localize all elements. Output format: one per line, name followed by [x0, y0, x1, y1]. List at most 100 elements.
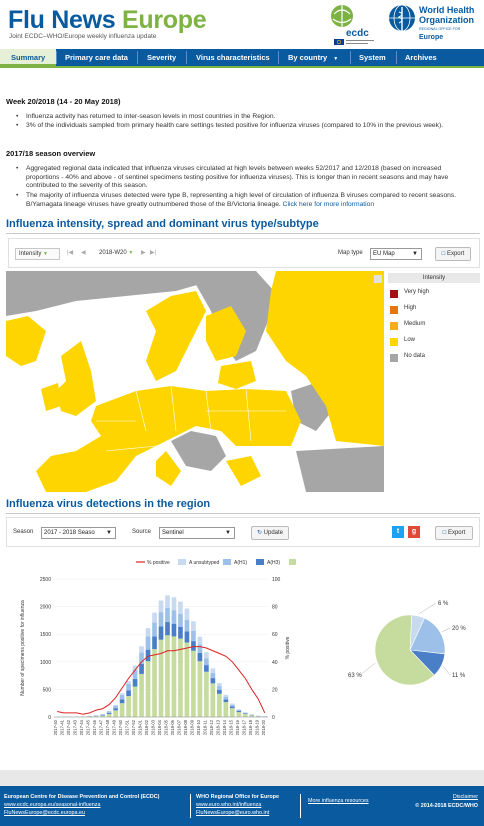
country-area-low[interactable] — [41, 383, 61, 411]
bar-segment — [204, 671, 209, 717]
site-logo[interactable]: Flu News Europe — [8, 6, 207, 35]
legend-item: Very high — [388, 287, 480, 301]
more-info-link[interactable]: Click here for more information — [282, 200, 375, 208]
chevron-down-icon: ▼ — [128, 250, 134, 256]
map-type-select[interactable]: EU Map ▼ — [370, 248, 422, 260]
ecdc-logo[interactable]: ecdc — [328, 2, 378, 46]
footer-who-url[interactable]: www.euro.who.int/influenza — [196, 802, 262, 808]
footer-ecdc-email[interactable]: FluNewsEurope@ecdc.europa.eu — [4, 810, 85, 816]
bar-segment — [223, 696, 229, 700]
next-week-button[interactable]: ▶| — [150, 250, 157, 256]
x-tick-label: 2017-52 — [131, 719, 136, 735]
legend-label: % positive — [147, 560, 170, 566]
map-export-button[interactable]: □ Export — [435, 247, 471, 261]
bar-segment — [171, 610, 177, 624]
googleplus-share-icon[interactable]: g — [408, 526, 420, 538]
footer-ecdc-url[interactable]: www.ecdc.europa.eu/seasonal-influenza — [4, 802, 101, 808]
refresh-icon: ↻ — [256, 530, 262, 536]
season-select[interactable]: 2017 - 2018 Seaso ▼ — [41, 527, 116, 539]
step-back-button[interactable]: ◀ — [81, 250, 86, 256]
y2-tick-label: 60 — [272, 632, 278, 638]
nav-primary-care-data[interactable]: Primary care data — [65, 53, 128, 62]
x-tick-label: 2017-47 — [99, 719, 104, 735]
country-area-low[interactable] — [56, 341, 96, 416]
pie-label-leader — [443, 666, 451, 676]
x-tick-label: 2017-48 — [105, 719, 110, 735]
bar-segment — [197, 661, 203, 717]
pie-slice-label: 63 % — [348, 673, 362, 679]
country-area-low[interactable] — [218, 361, 256, 389]
bar-segment — [106, 712, 112, 714]
y2-tick-label: 100 — [272, 577, 281, 583]
bar-segment — [229, 703, 235, 705]
bar-segment — [93, 716, 99, 717]
bar-segment — [158, 612, 164, 627]
nav-virus-characteristics[interactable]: Virus characteristics — [196, 53, 270, 62]
europe-intensity-map[interactable] — [6, 271, 384, 492]
footer-who-email[interactable]: FluNewsEurope@euro.who.int — [196, 810, 270, 816]
bar-segment — [242, 712, 248, 714]
footer-copyright: © 2014-2018 ECDC/WHO — [415, 803, 478, 809]
update-button[interactable]: ↻ Update — [251, 526, 289, 540]
country-area-low[interactable] — [146, 291, 206, 381]
who-line3: REGIONAL OFFICE FOR — [419, 27, 461, 31]
footer-more-resources-link[interactable]: More influenza resources — [308, 798, 369, 804]
divider — [6, 233, 480, 234]
map-fullscreen-icon[interactable] — [374, 275, 382, 283]
who-logo[interactable]: World Health Organization REGIONAL OFFIC… — [386, 2, 482, 46]
country-area-low[interactable] — [6, 316, 46, 366]
bar-segment — [178, 601, 183, 615]
country-area-low[interactable] — [206, 306, 246, 361]
nav-system[interactable]: System — [359, 53, 386, 62]
percent-positive-line — [57, 646, 266, 715]
country-area-no-data[interactable] — [296, 446, 384, 492]
brand-main: Flu News — [8, 6, 116, 34]
nav-archives[interactable]: Archives — [405, 53, 437, 62]
indicator-select[interactable]: Intensity ▼ — [15, 248, 60, 260]
bar-segment — [210, 672, 216, 679]
bar-segment — [171, 623, 177, 637]
pie-slice-label: 20 % — [452, 626, 466, 632]
bar-segment — [145, 661, 151, 717]
x-tick-label: 2018-08 — [183, 719, 188, 735]
country-area-low[interactable] — [36, 386, 301, 492]
legend-label: Medium — [404, 321, 426, 327]
x-tick-label: 2018-01 — [138, 719, 143, 735]
twitter-share-icon[interactable]: t — [392, 526, 404, 538]
map-type-value: EU Map — [373, 251, 395, 257]
legend-label: A unsubtyped — [189, 560, 220, 566]
bar-segment — [178, 638, 183, 717]
bar-segment — [139, 673, 144, 717]
season-bullet-1: Aggregated regional data indicated that … — [16, 165, 472, 191]
nav-underline — [0, 66, 484, 68]
y-tick-label: 500 — [43, 687, 52, 693]
nav-summary[interactable]: Summary — [11, 53, 46, 62]
chart-export-button[interactable]: □ Export — [435, 526, 473, 540]
x-tick-label: 2017-42 — [66, 719, 71, 735]
bar-segment — [197, 636, 203, 645]
bar-segment — [132, 665, 138, 671]
bar-segment — [171, 636, 177, 717]
country-area-no-data[interactable] — [6, 271, 216, 316]
nav-by-country-label: By country — [288, 53, 328, 62]
country-area-low[interactable] — [226, 456, 261, 486]
nav-by-country[interactable]: By country ▼ — [288, 49, 338, 66]
y2-tick-label: 80 — [272, 605, 278, 611]
week-select[interactable]: 2018-W20 ▼ — [99, 248, 133, 258]
footer-spacer — [0, 770, 484, 786]
bar-segment — [145, 628, 151, 637]
step-forward-button[interactable]: ▶ — [141, 250, 146, 256]
country-area-low[interactable] — [156, 451, 181, 486]
nav-active-indicator — [0, 49, 56, 66]
country-area-low[interactable] — [266, 271, 384, 446]
chevron-down-icon: ▼ — [106, 530, 112, 536]
country-area-no-data[interactable] — [171, 431, 226, 471]
nav-severity[interactable]: Severity — [147, 53, 177, 62]
footer-disclaimer-link[interactable]: Disclaimer — [452, 794, 478, 800]
season-label: Season — [13, 529, 34, 535]
prev-week-button[interactable]: |◀ — [67, 250, 74, 256]
source-select[interactable]: Sentinel ▼ — [159, 527, 235, 539]
bar-segment — [132, 670, 138, 679]
bar-segment — [113, 710, 118, 717]
